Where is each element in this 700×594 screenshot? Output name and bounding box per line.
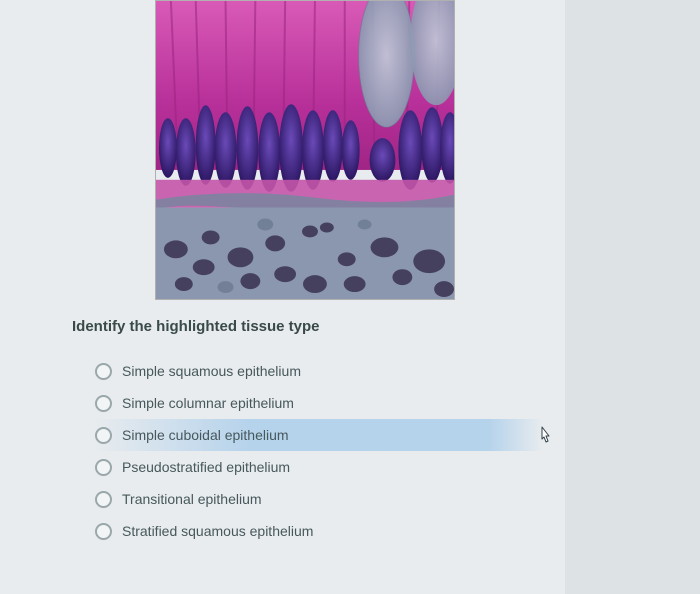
radio-icon [95, 523, 112, 540]
option-label: Transitional epithelium [122, 491, 262, 507]
options-group: Simple squamous epithelium Simple column… [95, 355, 565, 547]
option-simple-columnar[interactable]: Simple columnar epithelium [95, 387, 565, 419]
histology-image-svg [156, 1, 454, 299]
option-label: Simple squamous epithelium [122, 363, 301, 379]
option-pseudostratified[interactable]: Pseudostratified epithelium [95, 451, 565, 483]
radio-icon [95, 491, 112, 508]
option-label: Simple cuboidal epithelium [122, 427, 289, 443]
radio-icon [95, 427, 112, 444]
question-card: Identify the highlighted tissue type Sim… [0, 0, 565, 594]
radio-icon [95, 395, 112, 412]
option-simple-cuboidal[interactable]: Simple cuboidal epithelium [93, 419, 543, 451]
option-label: Simple columnar epithelium [122, 395, 294, 411]
tissue-image [155, 0, 455, 300]
radio-icon [95, 363, 112, 380]
radio-icon [95, 459, 112, 476]
option-simple-squamous[interactable]: Simple squamous epithelium [95, 355, 565, 387]
option-label: Stratified squamous epithelium [122, 523, 313, 539]
option-stratified-squamous[interactable]: Stratified squamous epithelium [95, 515, 565, 547]
option-label: Pseudostratified epithelium [122, 459, 290, 475]
option-transitional[interactable]: Transitional epithelium [95, 483, 565, 515]
question-prompt: Identify the highlighted tissue type [72, 318, 565, 335]
